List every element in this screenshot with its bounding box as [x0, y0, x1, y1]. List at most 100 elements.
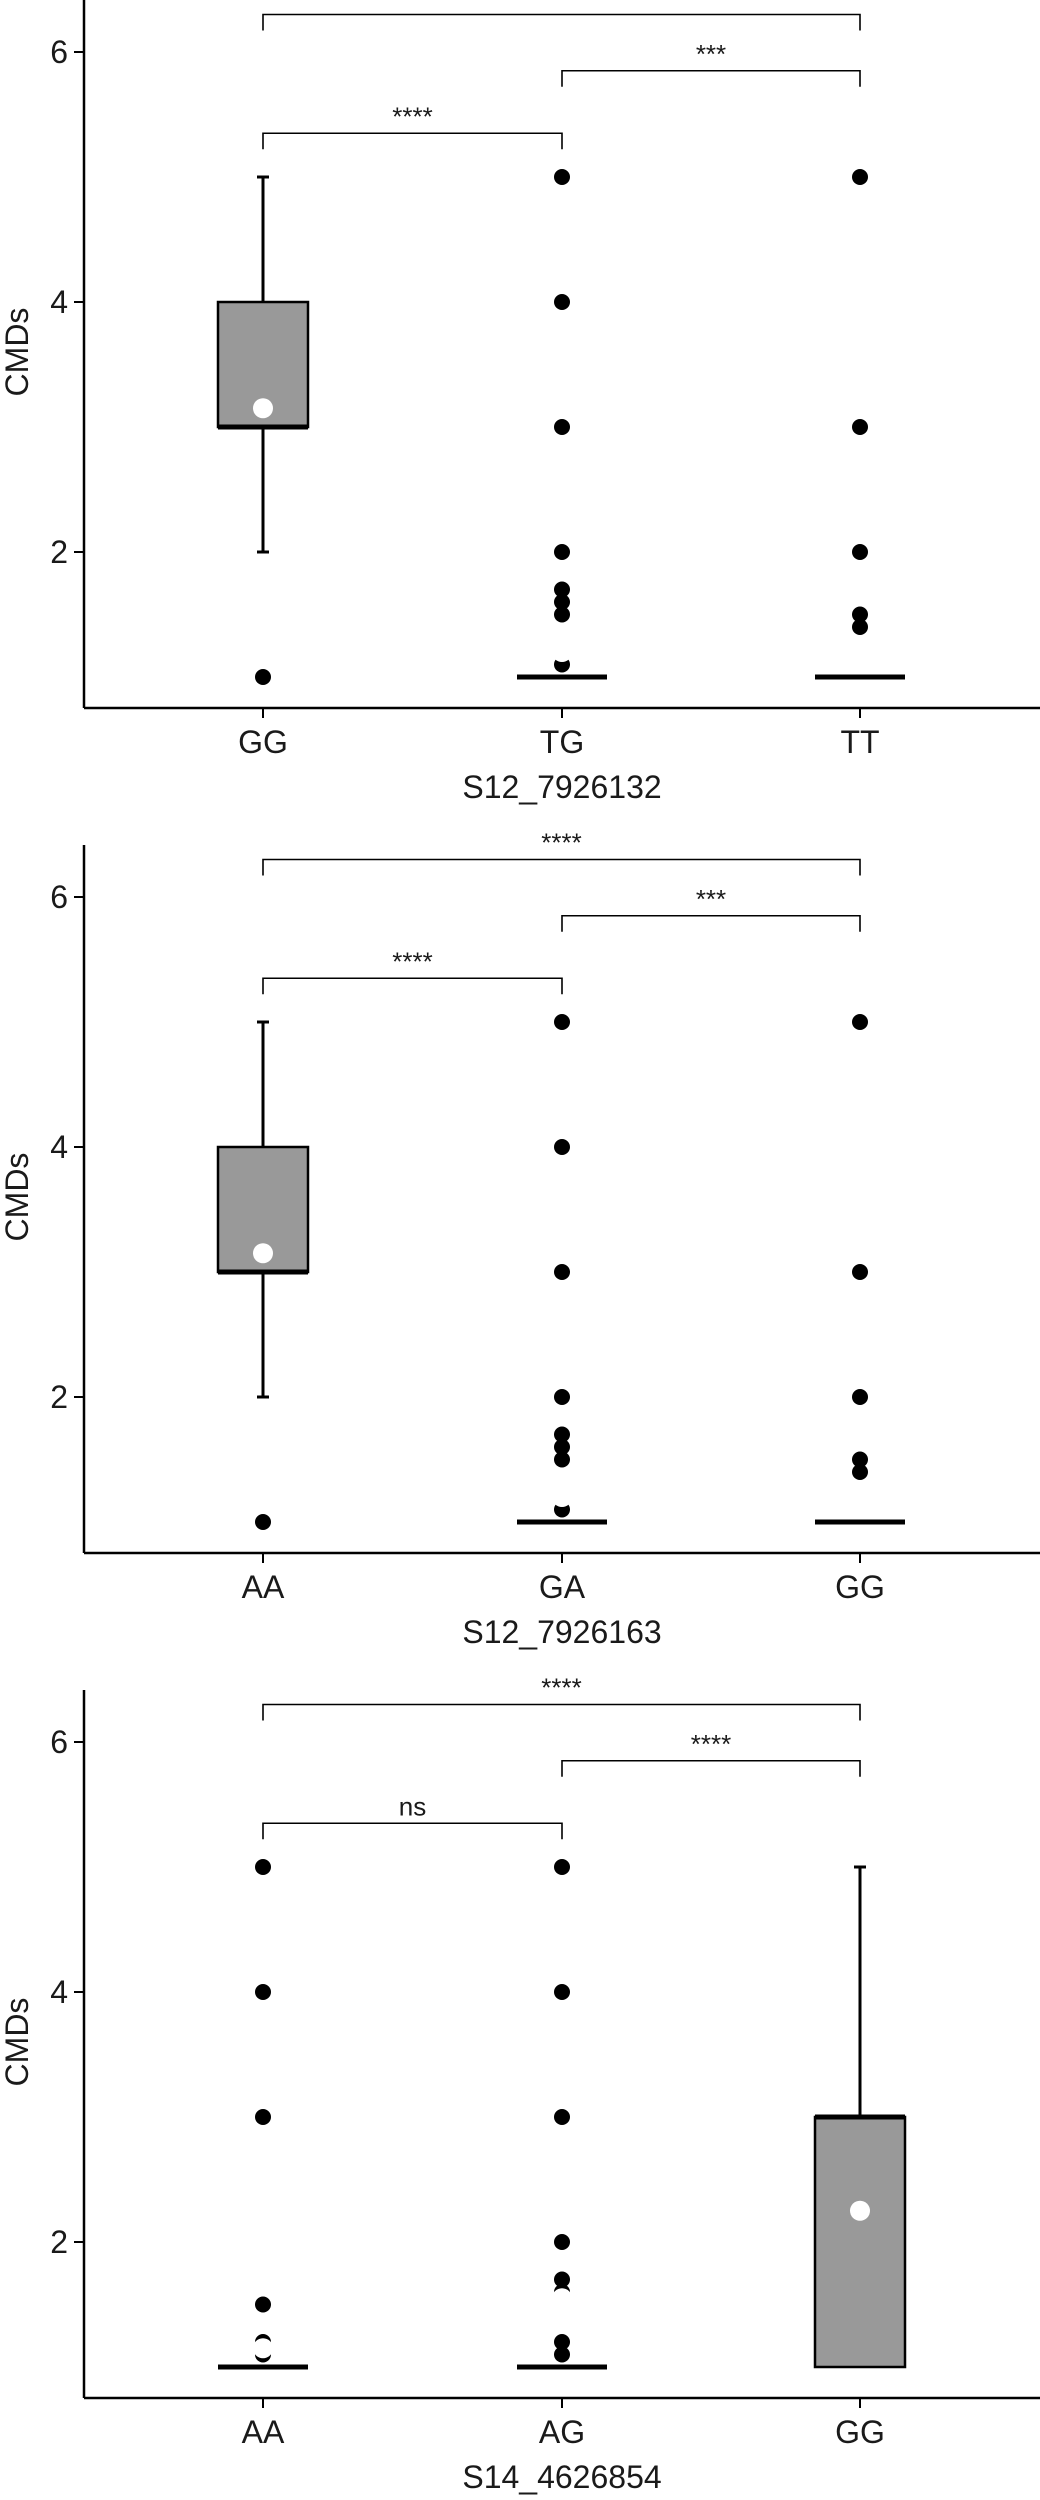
outlier-point: [554, 581, 570, 598]
outlier-point: [554, 1139, 570, 1155]
outlier-point: [852, 619, 868, 635]
y-tick-label: 2: [50, 534, 68, 570]
outlier-point: [554, 2334, 570, 2350]
outlier-point: [852, 606, 868, 623]
outlier-point: [554, 594, 570, 610]
box-tt: [815, 169, 905, 680]
x-tick-label: GG: [835, 1569, 885, 1605]
outlier-point: [852, 1264, 868, 1280]
outlier-point: [554, 1426, 570, 1443]
y-tick-label: 2: [50, 1379, 68, 1415]
mean-marker: [850, 2200, 870, 2221]
significance-label: ***: [696, 39, 726, 69]
mean-marker: [850, 1487, 870, 1507]
outlier-point: [852, 544, 868, 560]
significance-label: ****: [392, 101, 432, 131]
outlier-point: [255, 1514, 271, 1530]
box-ag: [517, 1859, 607, 2370]
mean-marker: [253, 1243, 273, 1264]
outlier-point: [554, 1984, 570, 2000]
box-gg: [216, 175, 310, 685]
x-tick-label: GG: [835, 2414, 885, 2450]
significance-label: ****: [541, 828, 581, 858]
outlier-point: [554, 2234, 570, 2250]
y-tick-label: 4: [50, 1974, 68, 2010]
outlier-point: [255, 2109, 271, 2125]
outlier-point: [554, 1451, 570, 1468]
box-gg: [813, 1865, 907, 2369]
significance-label: ****: [392, 946, 432, 976]
box-tg: [517, 169, 607, 680]
mean-marker: [850, 642, 870, 662]
outlier-point: [255, 669, 271, 685]
mean-marker: [552, 2288, 572, 2309]
significance-bracket: [561, 69, 861, 87]
y-tick-label: 2: [50, 2224, 68, 2260]
significance-bracket: [561, 1759, 861, 1777]
significance-bracket: [262, 1703, 861, 1721]
x-tick-label: AG: [539, 2414, 585, 2450]
y-tick-label: 6: [50, 1724, 68, 1760]
x-axis-title: S12_7926163: [462, 1614, 661, 1650]
outlier-point: [255, 1984, 271, 2000]
outlier-point: [554, 169, 570, 185]
outlier-point: [852, 1451, 868, 1468]
x-axis-title: S12_7926132: [462, 769, 661, 805]
y-tick-label: 6: [50, 879, 68, 915]
outlier-point: [554, 2346, 570, 2363]
x-axis-title: S14_4626854: [462, 2459, 661, 2495]
significance-label: ns: [399, 1791, 426, 1821]
outlier-point: [852, 419, 868, 435]
x-tick-label: AA: [242, 1569, 285, 1605]
outlier-point: [852, 1464, 868, 1480]
y-axis-title: CMDs: [0, 1153, 35, 1242]
outlier-point: [554, 1264, 570, 1280]
outlier-point: [554, 1389, 570, 1405]
significance-bracket: [262, 1822, 563, 1840]
significance-label: ****: [541, 0, 581, 13]
outlier-point: [554, 1859, 570, 1875]
outlier-point: [554, 1014, 570, 1030]
y-tick-label: 6: [50, 34, 68, 70]
significance-bracket: [262, 858, 861, 876]
box-aa: [218, 1859, 308, 2370]
y-tick-label: 4: [50, 284, 68, 320]
x-tick-label: TG: [540, 724, 584, 760]
box-aa: [216, 1020, 310, 1530]
outlier-point: [852, 169, 868, 185]
outlier-point: [255, 1859, 271, 1875]
outlier-point: [852, 1389, 868, 1405]
x-tick-label: TT: [840, 724, 879, 760]
significance-label: ***: [696, 884, 726, 914]
significance-label: ****: [691, 1729, 731, 1759]
outlier-point: [554, 544, 570, 560]
outlier-point: [255, 2296, 271, 2313]
outlier-point: [554, 419, 570, 435]
mean-marker: [552, 1487, 572, 1507]
x-tick-label: GA: [539, 1569, 586, 1605]
box-gg: [815, 1014, 905, 1525]
outlier-point: [554, 606, 570, 623]
mean-marker: [552, 642, 572, 662]
y-axis-title: CMDs: [0, 1998, 35, 2087]
significance-bracket: [262, 132, 563, 150]
y-tick-label: 4: [50, 1129, 68, 1165]
mean-marker: [253, 398, 273, 419]
box-iqr: [813, 2115, 907, 2369]
panel-3: 2 4 6 **** **** ns AA AG GG S14_4626854 CMDs: [0, 1673, 1040, 2495]
x-tick-label: GG: [238, 724, 288, 760]
outlier-point: [554, 2109, 570, 2125]
x-tick-label: AA: [242, 2414, 285, 2450]
significance-bracket: [262, 13, 861, 31]
significance-bracket: [262, 977, 563, 995]
y-axis-title: CMDs: [0, 308, 35, 397]
significance-bracket: [561, 914, 861, 932]
box-ga: [517, 1014, 607, 1525]
outlier-point: [554, 294, 570, 310]
outlier-point: [554, 2271, 570, 2288]
mean-marker: [253, 2338, 273, 2359]
outlier-point: [554, 1439, 570, 1455]
